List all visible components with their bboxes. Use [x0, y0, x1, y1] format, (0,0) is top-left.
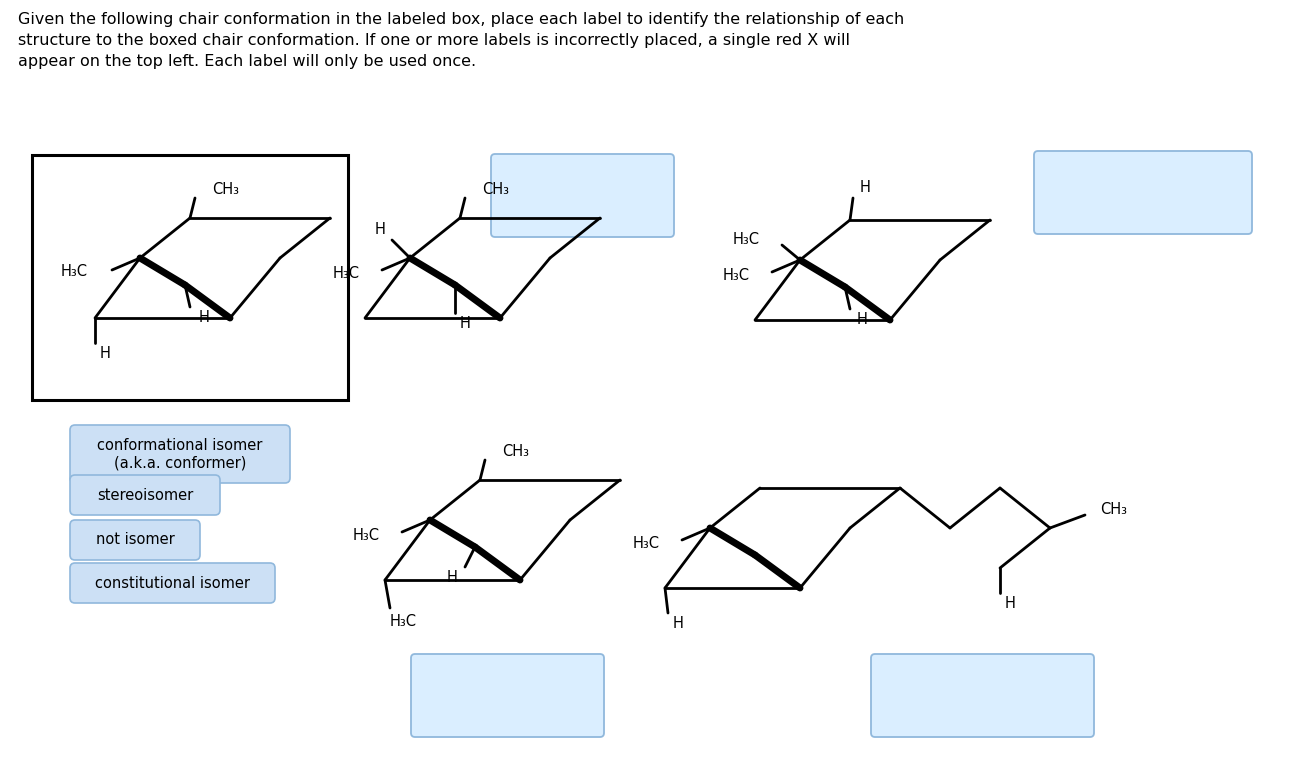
Text: H: H [374, 223, 386, 238]
FancyBboxPatch shape [70, 563, 275, 603]
Text: H: H [857, 311, 867, 327]
Text: CH₃: CH₃ [501, 444, 529, 460]
FancyBboxPatch shape [70, 520, 200, 560]
Text: H: H [461, 315, 471, 331]
Text: conformational isomer
(a.k.a. conformer): conformational isomer (a.k.a. conformer) [97, 438, 263, 470]
Text: H₃C: H₃C [61, 264, 88, 279]
Text: H: H [100, 346, 111, 361]
FancyBboxPatch shape [70, 475, 220, 515]
FancyBboxPatch shape [70, 425, 290, 483]
Text: H: H [859, 181, 871, 196]
FancyBboxPatch shape [411, 654, 604, 737]
Text: CH₃: CH₃ [212, 182, 240, 198]
FancyBboxPatch shape [1034, 151, 1252, 234]
Text: CH₃: CH₃ [1100, 503, 1126, 518]
Text: H: H [446, 569, 457, 584]
Text: H₃C: H₃C [722, 268, 750, 284]
Text: H: H [199, 310, 209, 325]
Text: H₃C: H₃C [633, 536, 661, 551]
FancyBboxPatch shape [871, 654, 1094, 737]
Text: H₃C: H₃C [353, 529, 380, 543]
Text: stereoisomer: stereoisomer [97, 487, 193, 503]
Text: constitutional isomer: constitutional isomer [95, 576, 250, 590]
Text: Given the following chair conformation in the labeled box, place each label to i: Given the following chair conformation i… [18, 12, 904, 69]
Text: H₃C: H₃C [390, 615, 417, 630]
Text: H: H [1005, 596, 1016, 611]
Text: H₃C: H₃C [333, 267, 361, 282]
Bar [32, 155, 347, 400]
Text: CH₃: CH₃ [482, 182, 509, 198]
FancyBboxPatch shape [491, 154, 674, 237]
Text: H₃C: H₃C [733, 232, 761, 247]
Text: H: H [672, 615, 684, 630]
Text: not isomer: not isomer [96, 533, 175, 547]
